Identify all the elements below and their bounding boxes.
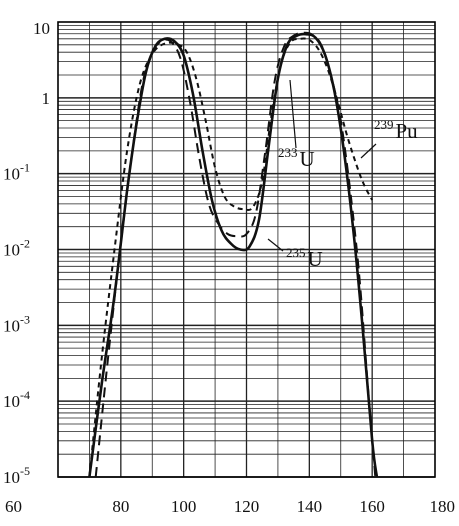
series-group: [88, 31, 379, 478]
series-label-leader: [360, 143, 377, 159]
y-tick-label: 10-2: [3, 237, 30, 260]
y-tick-label: 1: [42, 89, 51, 108]
series-label-235u: 235U: [286, 245, 323, 271]
series-233u-curve: [94, 31, 377, 478]
x-tick-label: 60: [5, 497, 22, 516]
series-235u-curve: [88, 32, 379, 478]
series-labels: 235U 233U 239Pu: [267, 79, 418, 271]
x-tick-label: 140: [297, 497, 323, 516]
x-tick-label: 100: [171, 497, 197, 516]
series-239pu-curve: [88, 37, 374, 478]
x-tick-label: 80: [112, 497, 129, 516]
x-tick-label: 180: [430, 497, 456, 516]
series-label-leader: [267, 238, 284, 252]
series-label-leader: [289, 79, 297, 149]
series-label-239pu: 239Pu: [374, 117, 418, 143]
x-axis-ticks: 60 80 100 120 140 160 180: [5, 497, 455, 516]
y-tick-label: 10-1: [3, 161, 30, 184]
y-tick-label: 10-5: [3, 464, 30, 487]
x-tick-label: 160: [359, 497, 385, 516]
series-label-233u: 233U: [278, 145, 315, 171]
plot-frame: [57, 21, 436, 478]
y-axis-ticks: 10 1 10-1 10-2 10-3 10-4 10-5: [3, 19, 50, 487]
y-tick-label: 10-3: [3, 312, 30, 335]
y-tick-label: 10-4: [3, 388, 30, 411]
x-tick-label: 120: [234, 497, 260, 516]
y-tick-label: 10: [33, 19, 50, 38]
